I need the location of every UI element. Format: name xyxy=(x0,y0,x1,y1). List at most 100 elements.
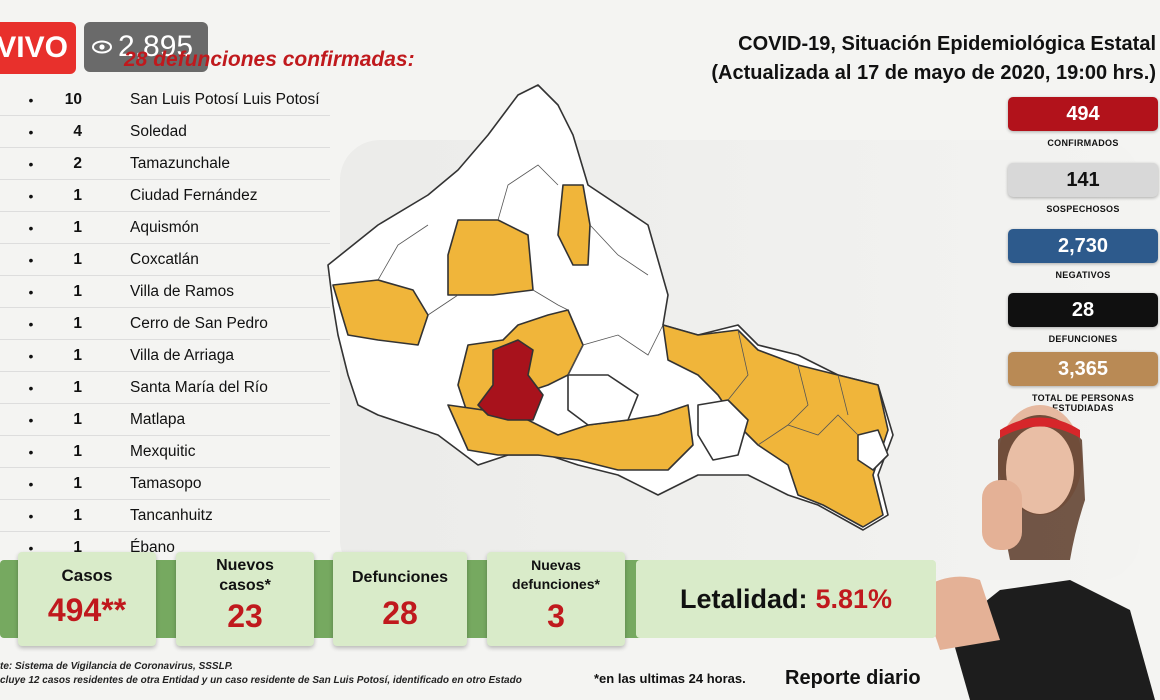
map-region-white xyxy=(857,429,889,471)
bullet-icon: • xyxy=(28,251,34,268)
stat-label: SOSPECHOSOS xyxy=(1046,204,1120,214)
death-count: 1 xyxy=(73,378,82,396)
death-list-item: • 10 San Luis Potosí Luis Potosí xyxy=(0,84,330,116)
nuevos-casos-label: Nuevos casos* xyxy=(216,557,274,594)
tile-nuevas-defunciones: Nuevas defunciones* 3 xyxy=(487,552,625,646)
casos-label: Casos xyxy=(61,566,113,585)
stat-label: NEGATIVOS xyxy=(1055,270,1111,280)
death-list-item: • 2 Tamazunchale xyxy=(0,148,330,180)
municipality-name: Cerro de San Pedro xyxy=(130,314,268,332)
stat-value: 494 xyxy=(1008,97,1158,131)
report-label: Reporte diario xyxy=(785,667,921,689)
death-list-item: • 1 Villa de Arriaga xyxy=(0,340,330,372)
death-count: 1 xyxy=(73,538,82,556)
death-count: 1 xyxy=(73,346,82,364)
tile-defunciones: Defunciones 28 xyxy=(333,552,467,646)
death-count: 1 xyxy=(73,282,82,300)
map-region-red xyxy=(477,339,544,421)
bullet-icon: • xyxy=(28,315,34,332)
stat-card: 494 CONFIRMADOS xyxy=(1008,97,1158,148)
casos-value: 494** xyxy=(47,592,127,628)
source-text: te: Sistema de Vigilancia de Coronavirus… xyxy=(0,661,233,672)
death-count: 1 xyxy=(73,474,82,492)
death-list-item: • 1 Coxcatlán xyxy=(0,244,330,276)
stat-card: 141 SOSPECHOSOS xyxy=(1008,163,1158,214)
stat-value: 2,730 xyxy=(1008,229,1158,263)
map-region-white xyxy=(567,374,639,426)
death-list-item: • 4 Soledad xyxy=(0,116,330,148)
municipality-name: Aquismón xyxy=(130,218,199,236)
title-line-1: COVID-19, Situación Epidemiológica Estat… xyxy=(738,33,1156,55)
municipality-name: Soledad xyxy=(130,122,187,140)
stat-value: 28 xyxy=(1008,293,1158,327)
death-count: 1 xyxy=(73,186,82,204)
sign-language-interpreter xyxy=(920,405,1155,700)
bullet-icon: • xyxy=(28,91,34,108)
death-list-item: • 1 Mexquitic xyxy=(0,436,330,468)
state-map xyxy=(327,84,894,531)
death-count: 2 xyxy=(73,154,82,172)
municipality-name: Tamazunchale xyxy=(130,154,230,172)
death-list-item: • 1 Matlapa xyxy=(0,404,330,436)
nuevas-defunciones-label: Nuevas defunciones* xyxy=(512,557,600,592)
bullet-icon: • xyxy=(28,379,34,396)
stat-card: 3,365 TOTAL DE PERSONAS ESTUDIADAS xyxy=(1008,352,1158,413)
municipality-name: Coxcatlán xyxy=(130,250,199,268)
source-note: cluye 12 casos residentes de otra Entida… xyxy=(0,675,522,686)
death-count: 10 xyxy=(64,90,82,108)
tile-nuevos-casos: Nuevos casos* 23 xyxy=(176,552,314,646)
municipality-name: Villa de Ramos xyxy=(130,282,234,300)
municipality-name: Tamasopo xyxy=(130,474,202,492)
page-title: COVID-19, Situación Epidemiológica Estat… xyxy=(711,30,1156,88)
death-list-item: • 1 Santa María del Río xyxy=(0,372,330,404)
death-count: 1 xyxy=(73,442,82,460)
map-region-yellow xyxy=(447,219,534,296)
death-list-item: • 1 Aquismón xyxy=(0,212,330,244)
deaths-title: 28 defunciones confirmadas: xyxy=(124,48,415,71)
death-count: 1 xyxy=(73,218,82,236)
death-list-item: • 1 Villa de Ramos xyxy=(0,276,330,308)
map-region-yellow xyxy=(447,404,694,471)
summary-bar: Casos 494** Nuevos casos* 23 Defunciones… xyxy=(0,552,940,646)
bullet-icon: • xyxy=(28,443,34,460)
municipality-name: Matlapa xyxy=(130,410,186,428)
bullet-icon: • xyxy=(28,155,34,172)
death-list-item: • 1 Tamasopo xyxy=(0,468,330,500)
municipality-name: Tancanhuitz xyxy=(130,506,213,524)
death-count: 1 xyxy=(73,410,82,428)
map-region-yellow xyxy=(332,279,429,346)
eye-icon xyxy=(92,40,112,54)
footer-note: *en las ultimas 24 horas. xyxy=(594,671,746,686)
municipality-name: Ébano xyxy=(130,538,175,556)
death-list-item: • 1 Ciudad Fernández xyxy=(0,180,330,212)
map-region-yellow xyxy=(662,324,889,528)
stat-card: 2,730 NEGATIVOS xyxy=(1008,229,1158,280)
death-count: 4 xyxy=(73,122,82,140)
nuevos-casos-value: 23 xyxy=(227,598,263,634)
death-list-item: • 1 Cerro de San Pedro xyxy=(0,308,330,340)
death-count: 1 xyxy=(73,250,82,268)
municipality-name: Mexquitic xyxy=(130,442,196,460)
municipality-name: San Luis Potosí Luis Potosí xyxy=(130,90,320,108)
bullet-icon: • xyxy=(28,475,34,492)
letalidad-value: 5.81% xyxy=(815,583,893,614)
nuevas-defunciones-value: 3 xyxy=(547,598,565,634)
death-count: 1 xyxy=(73,314,82,332)
stat-label: TOTAL DE PERSONAS ESTUDIADAS xyxy=(1031,393,1135,413)
stat-value: 141 xyxy=(1008,163,1158,197)
defunciones-label: Defunciones xyxy=(351,569,448,586)
viewer-count: 2,895 xyxy=(84,22,208,72)
municipality-name: Santa María del Río xyxy=(130,378,268,396)
bullet-icon: • xyxy=(28,539,34,556)
letalidad-label: Letalidad: xyxy=(679,583,808,614)
tile-casos: Casos 494** xyxy=(18,552,156,646)
bullet-icon: • xyxy=(28,219,34,236)
bullet-icon: • xyxy=(28,187,34,204)
death-count: 1 xyxy=(73,506,82,524)
death-list-item: • 1 Tancanhuitz xyxy=(0,500,330,532)
stat-label: DEFUNCIONES xyxy=(1048,334,1118,344)
map-region-yellow xyxy=(557,184,591,266)
stat-value: 3,365 xyxy=(1008,352,1158,386)
deaths-list: • 10 San Luis Potosí Luis Potosí • 4 Soledad •… xyxy=(0,84,330,564)
viewer-count-value: 2,895 xyxy=(118,30,194,63)
